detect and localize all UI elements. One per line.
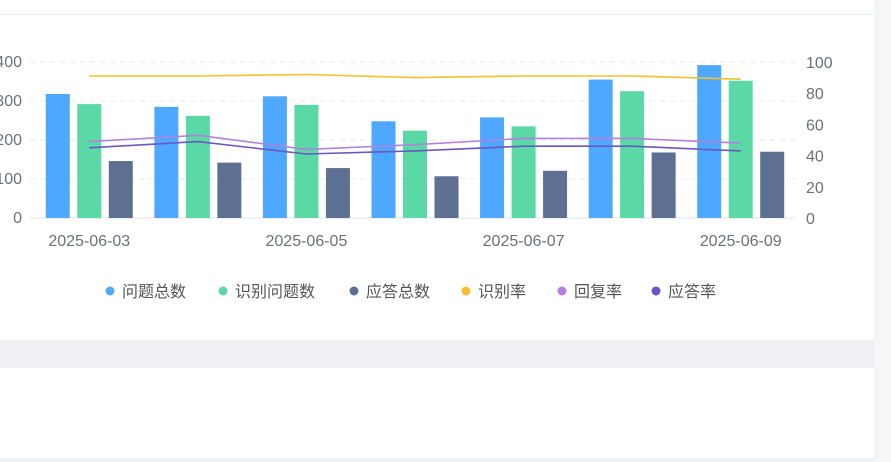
bar (620, 91, 645, 218)
bar (262, 96, 287, 218)
x-tick-label: 2025-06-07 (483, 233, 565, 250)
y-left-tick-label: 200 (0, 132, 22, 149)
bar (588, 79, 613, 218)
scrollbar-track[interactable] (874, 0, 891, 462)
y-right-tick-label: 100 (806, 55, 833, 72)
bar (185, 115, 210, 218)
legend-dot-icon (349, 286, 359, 296)
legend-dot-icon (651, 286, 661, 296)
legend-item[interactable]: 识别率 (461, 283, 527, 301)
legend-dot-icon (557, 286, 567, 296)
y-right-tick-label: 20 (806, 180, 824, 197)
bar (511, 126, 536, 218)
legend-item[interactable]: 应答率 (651, 282, 717, 301)
legend-dot-icon (218, 286, 228, 296)
legend-item[interactable]: 应答总数 (349, 282, 431, 301)
legend-label: 应答总数 (366, 282, 430, 301)
legend[interactable]: 问题总数 识别问题数 应答总数 识别率 回复率 应答率 (105, 282, 717, 301)
bar (45, 93, 70, 218)
bar (294, 104, 319, 218)
legend-dot-icon (105, 286, 115, 296)
legend-label: 应答率 (668, 282, 716, 301)
x-tick-label: 2025-06-05 (266, 233, 348, 250)
y-left-tick-label: 300 (0, 93, 22, 110)
x-tick-label: 2025-06-03 (48, 233, 130, 250)
bar (543, 170, 568, 218)
series-line (89, 140, 741, 155)
legend-label: 识别率 (478, 283, 526, 301)
bar (728, 80, 753, 218)
legend-dot-icon (461, 286, 471, 296)
bar (108, 161, 133, 218)
x-tick-label: 2025-06-09 (700, 233, 782, 250)
y-axis-left: 0 100 200 300 400 (0, 54, 22, 227)
y-right-tick-label: 80 (806, 86, 824, 103)
chart-panel (0, 0, 874, 340)
y-left-tick-label: 0 (13, 210, 22, 227)
series-line (89, 134, 741, 151)
y-right-tick-label: 0 (806, 211, 815, 228)
y-right-tick-label: 40 (806, 149, 824, 166)
legend-item[interactable]: 问题总数 (105, 283, 187, 301)
bottom-panel (0, 368, 874, 458)
bar (217, 162, 242, 218)
y-right-tick-label: 60 (806, 117, 824, 134)
legend-item[interactable]: 回复率 (557, 283, 623, 301)
series-line (89, 73, 741, 80)
legend-label: 识别问题数 (235, 283, 315, 301)
bar (434, 176, 459, 218)
bar (154, 106, 179, 218)
bar (371, 121, 396, 218)
bars-group (45, 65, 785, 219)
lines-group (89, 73, 741, 155)
y-axis-right: 0 20 40 60 80 100 (806, 55, 833, 228)
y-left-tick-label: 400 (0, 54, 22, 71)
bar (651, 152, 676, 218)
bar (480, 117, 505, 218)
x-axis: 2025-06-03 2025-06-05 2025-06-07 2025-06-09 (48, 233, 781, 250)
bar (325, 168, 350, 218)
legend-label: 回复率 (574, 283, 622, 301)
legend-label: 问题总数 (122, 283, 186, 301)
panel-divider (0, 14, 874, 15)
y-left-tick-label: 100 (0, 171, 22, 188)
bar (760, 151, 785, 218)
legend-item[interactable]: 识别问题数 (218, 283, 316, 301)
bar (77, 104, 102, 218)
